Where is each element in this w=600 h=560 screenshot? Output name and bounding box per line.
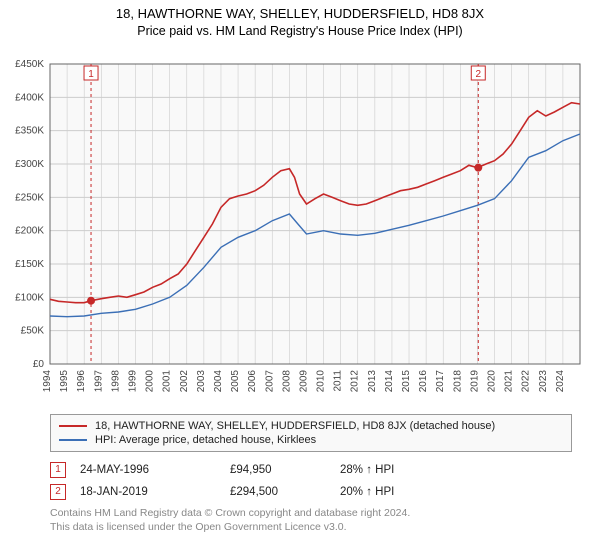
svg-text:2023: 2023 [538,370,549,393]
svg-text:2020: 2020 [487,370,498,393]
svg-text:2015: 2015 [401,370,412,393]
svg-text:£350K: £350K [15,126,44,137]
svg-text:2007: 2007 [264,370,275,393]
legend-label: 18, HAWTHORNE WAY, SHELLEY, HUDDERSFIELD… [95,420,495,432]
legend-row: 18, HAWTHORNE WAY, SHELLEY, HUDDERSFIELD… [59,419,563,433]
sale-pct: 20% ↑ HPI [340,486,460,498]
footer-line-1: Contains HM Land Registry data © Crown c… [50,506,572,520]
svg-text:1998: 1998 [110,370,121,393]
page-title: 18, HAWTHORNE WAY, SHELLEY, HUDDERSFIELD… [0,6,600,21]
page-subtitle: Price paid vs. HM Land Registry's House … [0,24,600,38]
svg-text:2010: 2010 [316,370,327,393]
svg-text:£450K: £450K [15,59,44,70]
sale-row: 1 24-MAY-1996£94,95028% ↑ HPI [50,462,572,478]
svg-text:2021: 2021 [504,370,515,393]
svg-text:2009: 2009 [298,370,309,393]
svg-text:2022: 2022 [521,370,532,393]
footer-line-2: This data is licensed under the Open Gov… [50,520,572,534]
price-chart: £0 £50K £100K £150K £200K £250K £300K £350K £400… [0,44,600,404]
legend-label: HPI: Average price, detached house, Kirk… [95,434,316,446]
svg-text:2013: 2013 [367,370,378,393]
sale-date: 24-MAY-1996 [80,464,230,476]
svg-text:2019: 2019 [469,370,480,393]
svg-text:2: 2 [475,69,481,80]
svg-text:1995: 1995 [59,370,70,393]
svg-text:1997: 1997 [93,370,104,393]
svg-text:1: 1 [88,69,94,80]
legend-swatch [59,425,87,427]
svg-text:2001: 2001 [162,370,173,393]
svg-text:2024: 2024 [555,370,566,393]
sale-pct: 28% ↑ HPI [340,464,460,476]
svg-text:2003: 2003 [196,370,207,393]
svg-text:2004: 2004 [213,370,224,393]
svg-text:2017: 2017 [435,370,446,393]
svg-text:£250K: £250K [15,192,44,203]
sale-date: 18-JAN-2019 [80,486,230,498]
legend-swatch [59,439,87,441]
svg-text:2012: 2012 [350,370,361,393]
svg-text:1999: 1999 [127,370,138,393]
svg-text:£400K: £400K [15,92,44,103]
svg-text:2002: 2002 [179,370,190,393]
svg-text:2016: 2016 [418,370,429,393]
svg-text:1994: 1994 [42,370,53,393]
svg-text:£100K: £100K [15,292,44,303]
svg-text:2008: 2008 [281,370,292,393]
sale-price: £294,500 [230,486,340,498]
svg-text:2011: 2011 [333,370,344,392]
legend-row: HPI: Average price, detached house, Kirk… [59,433,563,447]
svg-text:£50K: £50K [21,326,45,337]
sale-badge: 2 [50,484,66,500]
sale-row: 2 18-JAN-2019£294,50020% ↑ HPI [50,484,572,500]
svg-text:£200K: £200K [15,226,44,237]
footer-attribution: Contains HM Land Registry data © Crown c… [50,506,572,534]
svg-text:2014: 2014 [384,370,395,393]
svg-text:2005: 2005 [230,370,241,393]
svg-text:2018: 2018 [452,370,463,393]
sales-table: 1 24-MAY-1996£94,95028% ↑ HPI 2 18-JAN-2019… [50,462,572,500]
sale-price: £94,950 [230,464,340,476]
chart-svg: £0 £50K £100K £150K £200K £250K £300K £350K £400… [0,44,600,404]
svg-text:£150K: £150K [15,259,44,270]
svg-text:1996: 1996 [76,370,87,393]
svg-text:£300K: £300K [15,159,44,170]
svg-text:2006: 2006 [247,370,258,393]
svg-text:£0: £0 [33,359,45,370]
svg-text:2000: 2000 [145,370,156,393]
legend: 18, HAWTHORNE WAY, SHELLEY, HUDDERSFIELD… [50,414,572,452]
sale-badge: 1 [50,462,66,478]
